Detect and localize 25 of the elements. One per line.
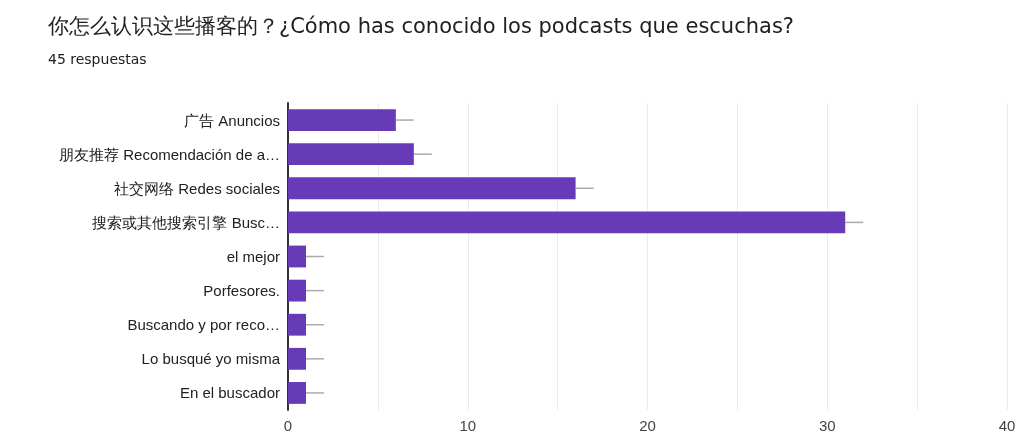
x-tick-label: 10	[459, 417, 477, 434]
x-tick-label: 0	[283, 417, 293, 434]
text: 45 respuestas	[48, 51, 147, 67]
bar	[288, 109, 396, 131]
y-tick-label: Buscando y por reco…	[127, 316, 280, 334]
y-tick-label: Lo busqué yo misma	[141, 350, 281, 368]
y-tick-label: 朋友推荐 Recomendación de a…	[59, 145, 280, 163]
x-tick-label: 40	[998, 417, 1016, 434]
chart-title: 你怎么认识这些播客的？¿Cómo has conocido los podcasts que escuchas?	[48, 13, 794, 40]
bar	[288, 279, 306, 302]
bar	[288, 313, 306, 336]
y-tick-label: En el buscador	[179, 384, 280, 402]
y-tick-label: el mejor	[226, 248, 280, 265]
bar	[288, 347, 306, 370]
x-tick-label: 30	[818, 417, 836, 434]
y-tick-label: 广告 Anuncios	[184, 111, 280, 129]
bar	[288, 382, 306, 404]
y-tick-label: Porfesores.	[203, 282, 280, 300]
bar	[288, 245, 306, 268]
x-tick-label: 20	[639, 417, 656, 434]
bar	[288, 143, 414, 166]
y-tick-label: 搜索或其他搜索引擎 Busc…	[92, 213, 280, 231]
bar	[288, 211, 846, 234]
bar	[288, 177, 576, 200]
y-tick-label: 社交网络 Redes sociales	[114, 179, 280, 197]
